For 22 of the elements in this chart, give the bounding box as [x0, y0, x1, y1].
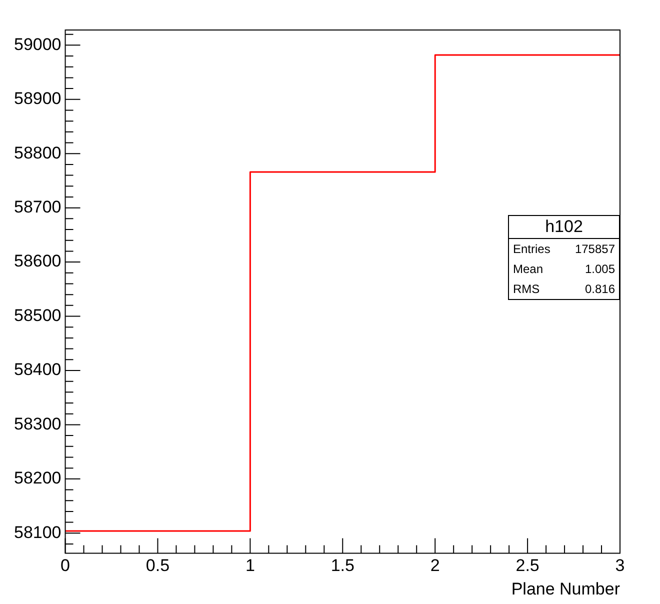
text: Mean 1.005: [513, 262, 615, 276]
x-tick-label: 0: [60, 556, 70, 576]
x-tick-label: 3: [615, 556, 625, 576]
x-tick-label: 1.5: [330, 556, 354, 576]
y-tick-label: 58400: [14, 360, 62, 380]
text: RMS 0.816: [513, 282, 615, 296]
x-tick-label: 1: [245, 556, 255, 576]
y-tick-label: 58700: [14, 198, 62, 217]
y-tick-label: 58900: [14, 89, 62, 108]
x-tick-label: 0.5: [146, 556, 170, 576]
annotation: h102: [509, 216, 619, 239]
y-tick-label: 58600: [14, 252, 62, 271]
y-tick-label: 58200: [14, 468, 62, 488]
text: Entries 175857: [513, 242, 615, 256]
y-tick-label: 58500: [14, 306, 62, 325]
x-tick-label: 2: [430, 556, 440, 576]
y-tick-label: 58300: [14, 414, 62, 434]
x-axis-title: Plane Number: [511, 579, 620, 598]
y-tick-label: 58800: [14, 143, 62, 162]
x-tick-label: 2.5: [516, 556, 540, 576]
y-tick-label: 58100: [14, 522, 62, 542]
y-tick-label: 59000: [14, 34, 62, 54]
